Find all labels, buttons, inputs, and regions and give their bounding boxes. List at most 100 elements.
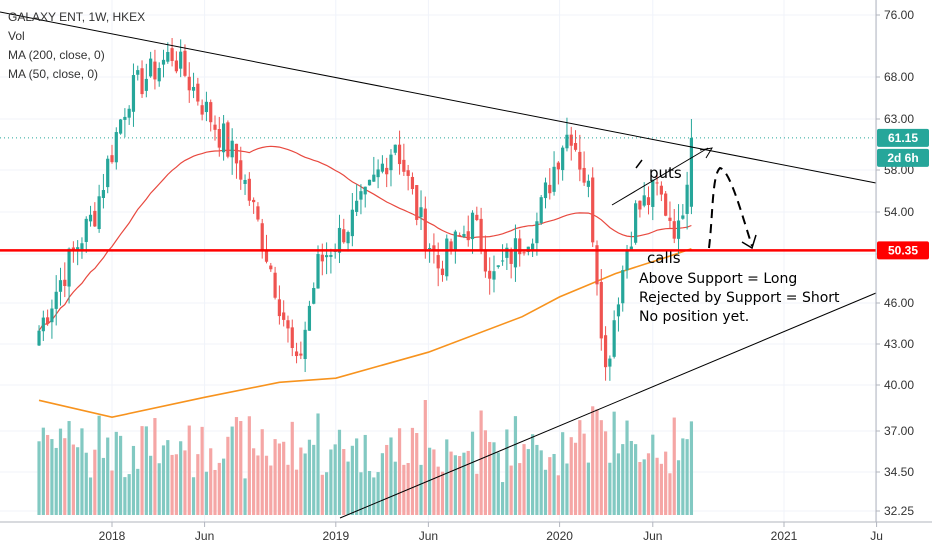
volume-bar [531,434,535,515]
candle-body [445,238,449,277]
candle-body [88,214,93,222]
legend-symbol[interactable]: GALAXY ENT, 1W, HKEX [8,10,146,24]
volume-bar [252,448,256,515]
volume-bar [496,452,500,515]
candle-body [239,160,243,180]
candle-body [488,270,492,279]
candle-body [114,132,118,163]
candle-body [123,116,127,120]
candle-body [307,305,312,331]
candle-body [303,329,307,360]
volume-bar [337,429,342,515]
candle-body [509,250,513,264]
volume-bar [397,428,402,515]
volume-bar [127,474,131,515]
volume-bar [161,445,166,515]
candle-body [372,174,376,182]
candle-body [84,218,88,242]
volume-bar [316,413,320,515]
candle-body [681,215,685,219]
candle-body [496,265,500,267]
volume-bar [548,457,552,515]
volume-bar [63,438,67,515]
candle-body [161,59,166,65]
candle-body [230,140,234,158]
candle-body [294,351,299,357]
legend-ma200[interactable]: MA (200, close, 0) [8,48,105,62]
candle-body [149,58,153,77]
volume-bar [118,435,123,515]
y-tick-label: 34.50 [884,465,914,479]
projected-arrow-head [741,234,757,250]
volume-bar [110,470,114,515]
volume-bar [518,463,522,515]
volume-bar [84,452,88,515]
candle-body [183,50,187,76]
candle-body [466,231,470,241]
volume-bar [359,472,363,515]
candle-body [651,180,655,207]
legend-ma50[interactable]: MA (50, close, 0) [8,67,99,81]
candle-body [518,238,522,255]
volume-bar [651,434,655,515]
volume-bar [638,462,642,515]
candle-body [264,249,269,262]
volume-bar [522,444,526,515]
candle-body [153,61,157,80]
candle-body [106,158,110,188]
volume-bar [488,441,492,515]
candle-body [247,178,251,201]
volume-bar [290,421,294,515]
candle-body [634,203,638,243]
note-line-long: Above Support = Long [639,271,798,287]
candle-body [462,234,466,237]
candle-body [157,67,161,82]
candle-body [655,182,659,184]
volume-bar [655,457,659,515]
volume-bar [131,445,136,515]
candle-body [324,255,329,258]
candle-body [591,177,595,243]
volume-bar [204,471,209,515]
candle-body [299,353,303,356]
volume-bar [578,420,582,515]
volume-bar [174,454,178,515]
puts-label: puts [649,164,682,182]
volume-bar [144,426,148,515]
volume-bar [324,472,329,515]
volume-bar [179,441,183,515]
volume-bar [376,472,380,515]
candle-body [402,159,406,172]
volume-bar [67,421,71,515]
candle-body [500,260,505,262]
x-tick-label: Jun [195,529,214,543]
volume-bar [363,434,367,515]
candle-body [170,48,174,61]
volume-bar [380,453,384,515]
candle-body [217,129,221,148]
candle-body [273,272,277,298]
x-tick-label: Jun [643,529,662,543]
candle-body [213,124,217,130]
volume-bar [260,429,264,515]
volume-bar [97,415,101,515]
volume-bar [458,456,462,515]
volume-bar [466,450,470,515]
volume-bar [46,434,50,515]
volume-bar [153,418,157,515]
volume-bar [367,470,372,515]
candle-body [118,119,123,134]
volume-bar [307,439,312,515]
volume-bar [445,439,449,515]
volume-bar [423,400,427,515]
volume-bar [247,416,251,515]
volume-bar [505,429,509,515]
volume-bar [668,473,672,515]
candle-body [573,143,578,150]
legend-vol[interactable]: Vol [8,29,25,43]
candle-body [616,304,621,317]
volume-bar [599,420,603,515]
candle-body [393,144,397,153]
descending-trendline [0,11,877,184]
